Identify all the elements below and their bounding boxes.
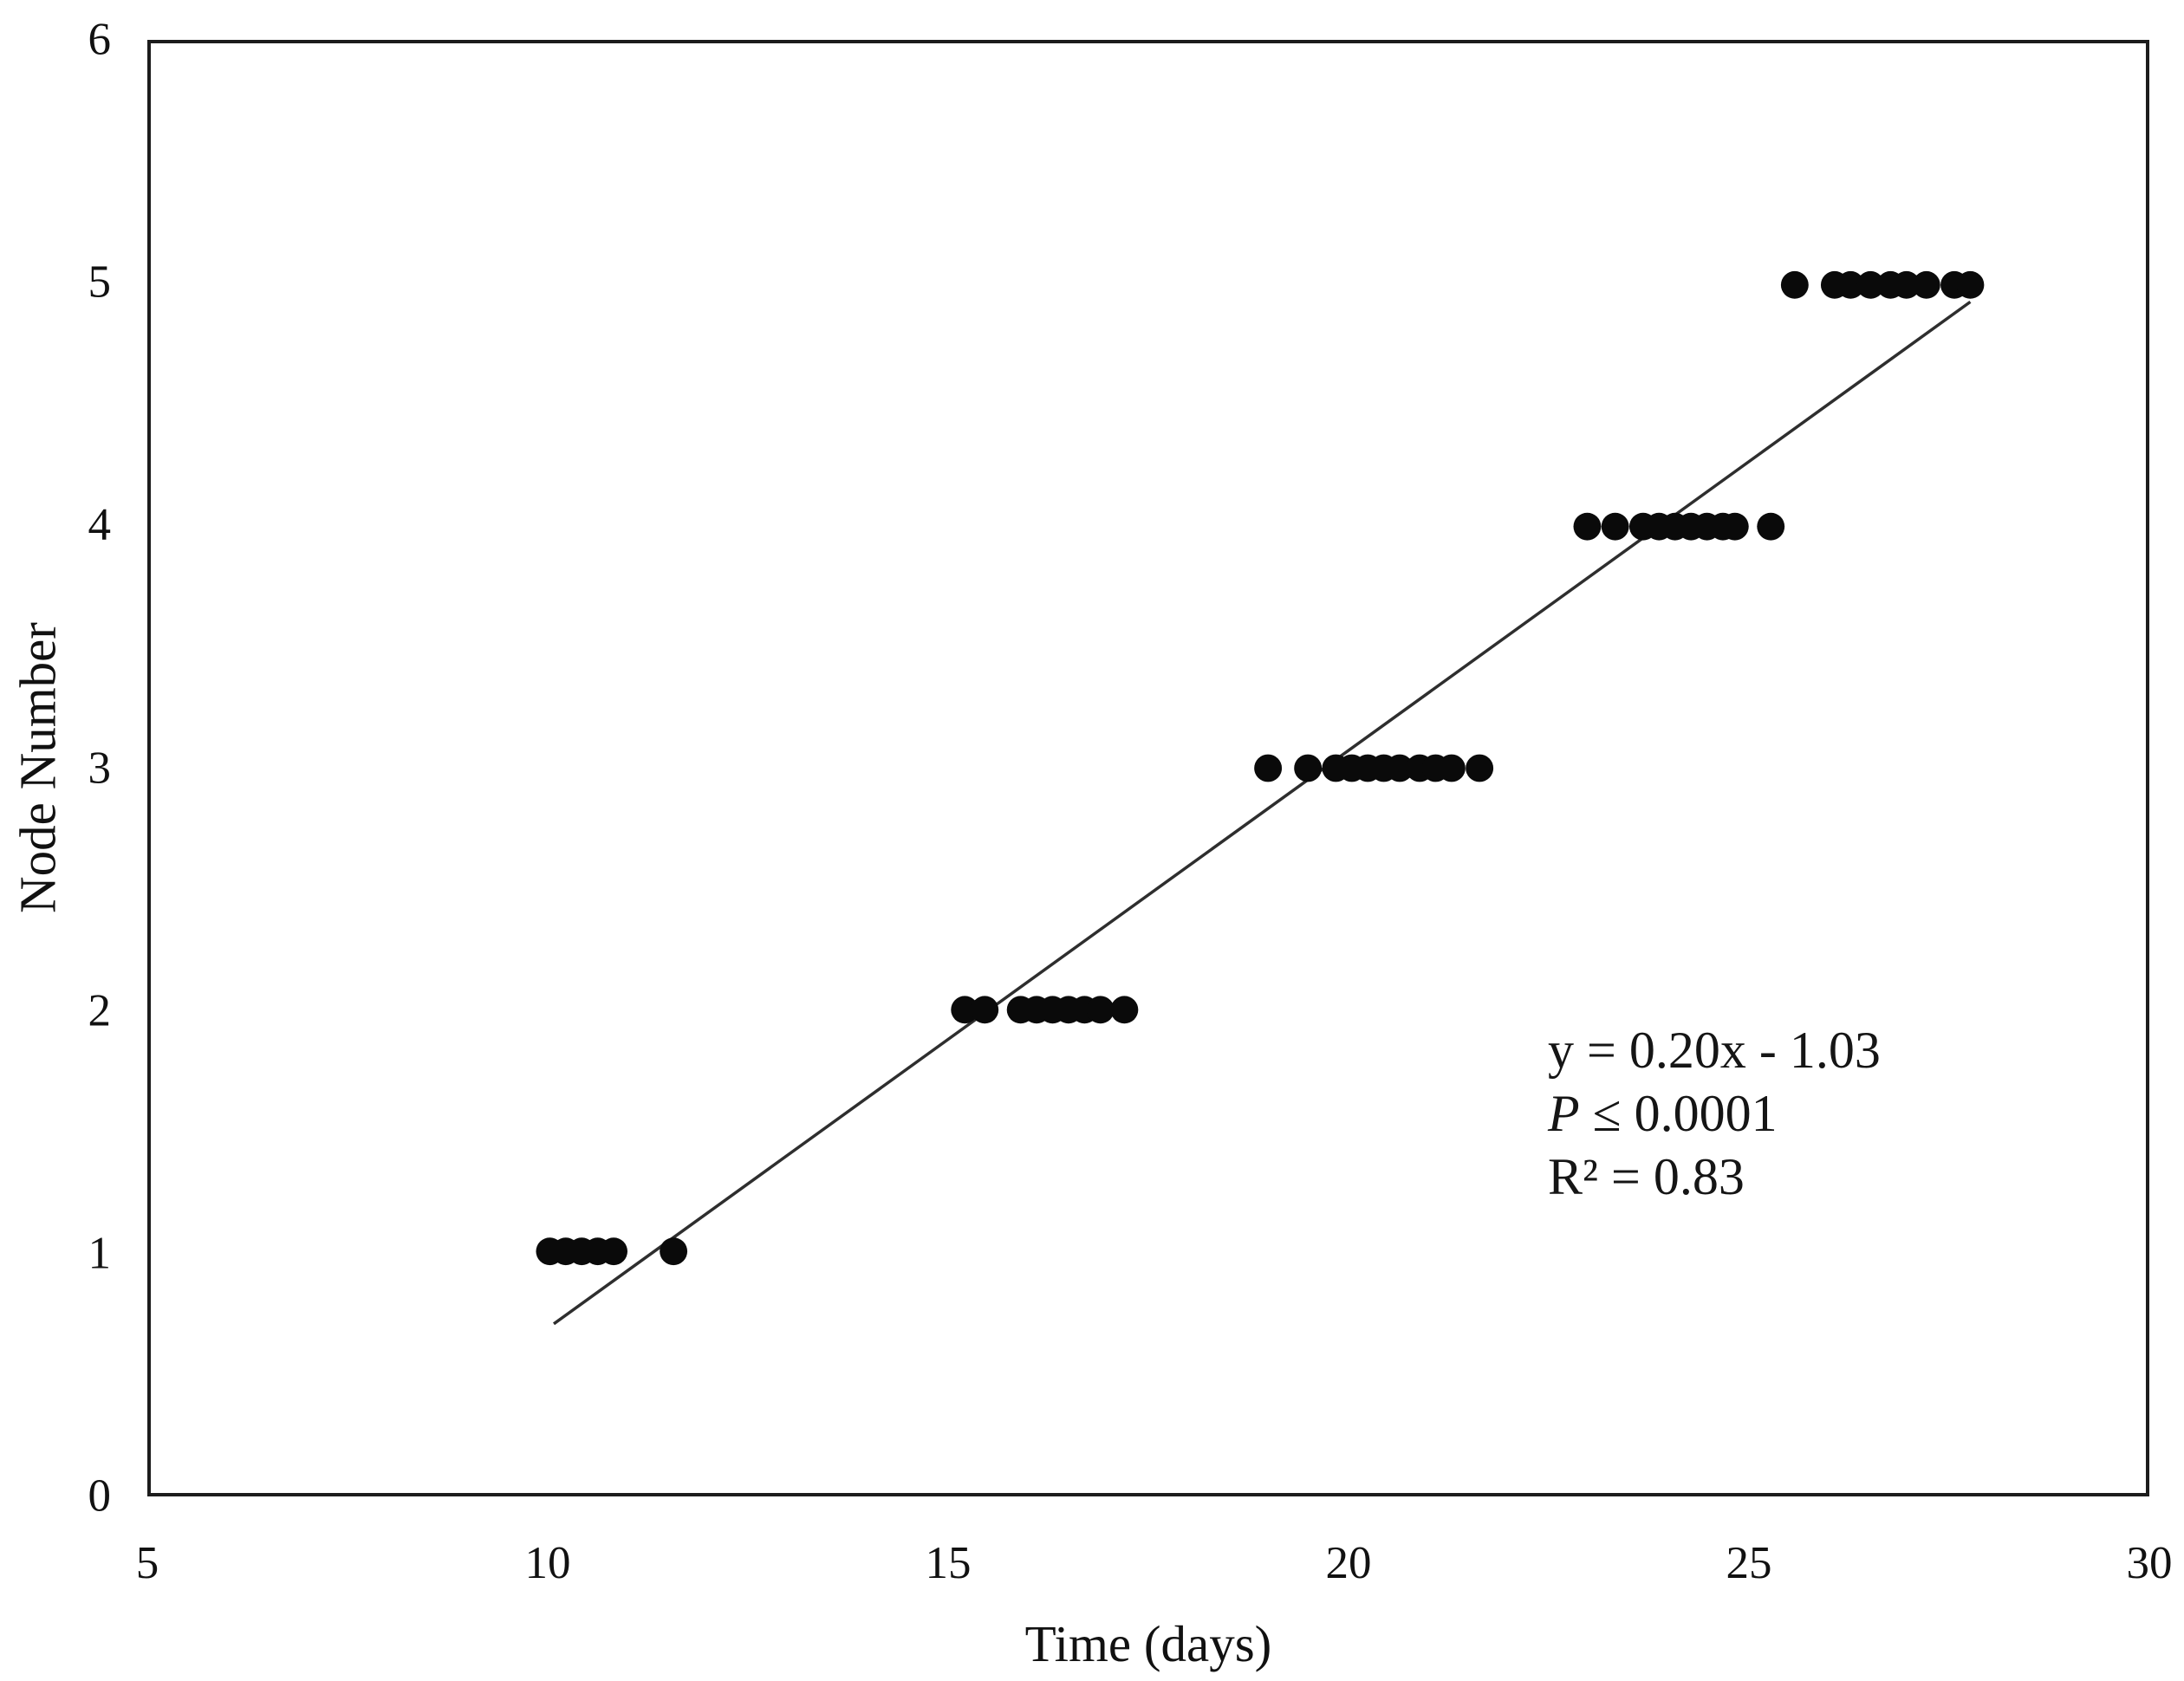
p-symbol: P [1548,1085,1580,1142]
x-tick-label: 5 [135,1538,159,1588]
data-point [1294,754,1323,782]
data-point [1254,754,1283,782]
y-tick-label: 4 [88,499,112,550]
data-point [1912,270,1940,299]
data-point [1437,754,1466,782]
x-tick-label: 20 [1325,1538,1372,1588]
r-squared: R² = 0.83 [1548,1146,1881,1209]
regression-equation: y = 0.20x - 1.03 [1548,1022,1881,1079]
r-squared-value: = 0.83 [1598,1148,1745,1205]
data-point [1780,270,1809,299]
data-point [1110,996,1139,1024]
data-point [1466,754,1494,782]
y-tick-label: 1 [88,1228,112,1279]
data-point [1836,270,1865,299]
plot-area [147,40,2149,1496]
data-point [971,996,999,1024]
data-point [1573,512,1602,541]
data-point [1720,512,1749,541]
data-point [600,1237,628,1266]
chart-canvas [536,270,1985,1326]
data-point [1601,512,1629,541]
x-tick-label: 15 [925,1538,972,1588]
y-tick-label: 6 [88,14,112,65]
data-point [1757,512,1785,541]
data-point [1856,270,1885,299]
x-tick-label: 30 [2126,1538,2173,1588]
trendline [552,300,1972,1326]
r-squared-symbol: R² [1548,1148,1599,1205]
x-tick-label: 10 [524,1538,571,1588]
data-point [660,1237,688,1266]
y-tick-label: 3 [88,743,112,793]
data-point [1086,996,1115,1024]
data-point [1956,270,1985,299]
y-tick-label: 5 [88,256,112,308]
data-point [1386,754,1414,782]
data-point [1892,270,1921,299]
p-value: P ≤ 0.0001 [1548,1082,1881,1146]
y-tick-label: 2 [88,985,112,1036]
x-tick-label: 25 [1726,1538,1772,1588]
y-tick-label: 0 [88,1470,112,1522]
data-point [951,996,979,1024]
x-axis-title: Time (days) [1024,1615,1272,1672]
p-value-text: ≤ 0.0001 [1579,1085,1778,1142]
y-axis-title: Node Number [9,622,67,913]
regression-annotation: y = 0.20x - 1.03 P ≤ 0.0001 R² = 0.83 [1548,1019,1881,1209]
